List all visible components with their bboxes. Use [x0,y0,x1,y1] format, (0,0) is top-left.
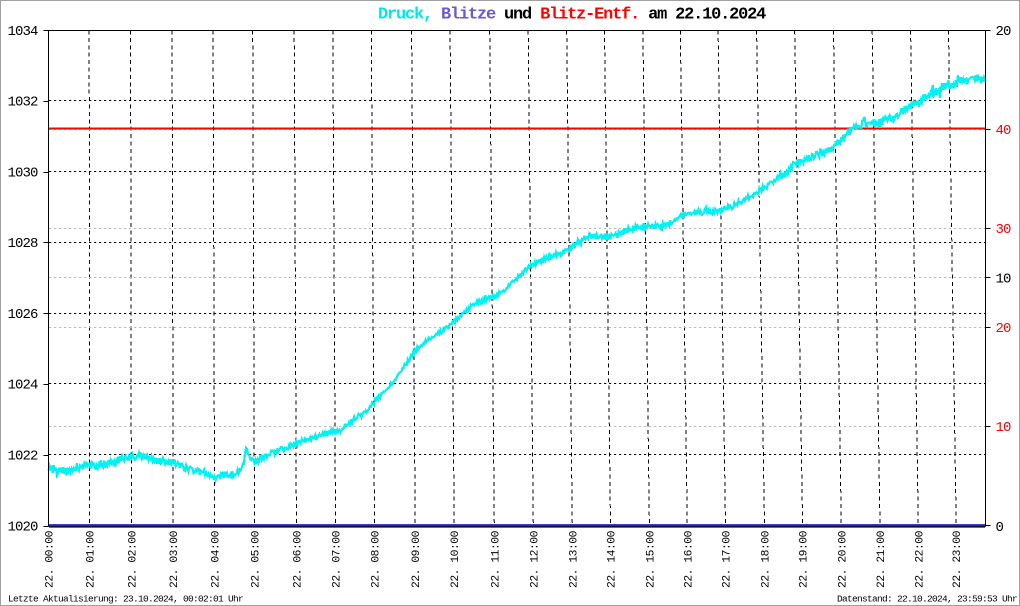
svg-text:30: 30 [996,222,1012,238]
svg-text:Druck, Blitze und Blitz-Entf.: Druck, Blitze und Blitz-Entf. am 22.10.2… [378,5,766,24]
svg-text:22. 02:00: 22. 02:00 [127,530,139,588]
svg-text:1028: 1028 [8,236,39,252]
svg-text:22. 06:00: 22. 06:00 [292,530,304,588]
svg-text:22. 13:00: 22. 13:00 [568,530,580,588]
svg-text:22. 17:00: 22. 17:00 [722,530,734,588]
svg-text:1022: 1022 [8,449,39,465]
svg-text:22. 18:00: 22. 18:00 [761,530,773,588]
svg-text:1032: 1032 [8,95,39,111]
svg-text:22. 20:00: 22. 20:00 [837,530,849,588]
svg-text:22. 14:00: 22. 14:00 [607,530,619,588]
svg-text:20: 20 [996,321,1012,337]
svg-text:22. 00:00: 22. 00:00 [45,530,57,588]
svg-text:22. 09:00: 22. 09:00 [411,530,423,588]
svg-text:1020: 1020 [8,519,39,535]
svg-text:22. 10:00: 22. 10:00 [450,530,462,588]
svg-text:10: 10 [996,272,1012,288]
svg-text:22. 12:00: 22. 12:00 [529,530,541,588]
svg-text:1034: 1034 [8,24,39,40]
svg-text:22. 05:00: 22. 05:00 [251,530,263,588]
svg-text:1026: 1026 [8,307,39,323]
svg-text:22. 01:00: 22. 01:00 [86,530,98,588]
svg-text:22. 08:00: 22. 08:00 [371,530,383,588]
svg-text:22. 03:00: 22. 03:00 [169,530,181,588]
svg-text:22. 22:00: 22. 22:00 [914,530,926,588]
svg-text:22. 23:00: 22. 23:00 [952,530,964,588]
svg-text:20: 20 [996,24,1012,40]
svg-text:22. 07:00: 22. 07:00 [332,530,344,588]
svg-text:40: 40 [996,123,1012,139]
svg-text:22. 15:00: 22. 15:00 [645,530,657,588]
svg-text:0: 0 [996,520,1004,536]
svg-text:10: 10 [996,420,1012,436]
svg-text:1024: 1024 [8,378,39,394]
svg-text:22. 04:00: 22. 04:00 [211,530,223,588]
svg-text:22. 21:00: 22. 21:00 [876,530,888,588]
svg-text:Letzte Aktualisierung: 23.10.2: Letzte Aktualisierung: 23.10.2024, 00:02… [8,593,243,604]
svg-text:1030: 1030 [8,165,39,181]
svg-text:Datenstand: 22.10.2024, 23:59:: Datenstand: 22.10.2024, 23:59:53 Uhr [837,593,1017,604]
svg-text:22. 19:00: 22. 19:00 [799,530,811,588]
svg-text:22. 11:00: 22. 11:00 [490,530,502,588]
svg-text:22. 16:00: 22. 16:00 [683,530,695,588]
